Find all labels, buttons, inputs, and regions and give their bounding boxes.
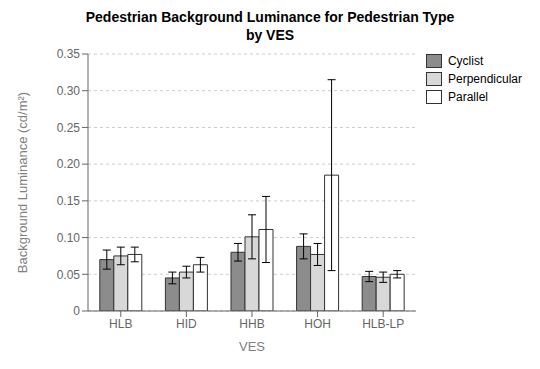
svg-text:0.25: 0.25 (57, 121, 81, 135)
html-text:Parallel: Parallel (448, 90, 488, 104)
svg-text:0: 0 (73, 304, 80, 318)
html-text:by VES: by VES (245, 27, 295, 43)
svg-text:0.05: 0.05 (57, 268, 81, 282)
html-text:Perpendicular: Perpendicular (448, 72, 522, 86)
svg-text:HHB: HHB (239, 317, 264, 331)
svg-text:VES: VES (239, 339, 265, 354)
svg-text:HLB: HLB (109, 317, 132, 331)
svg-text:0.35: 0.35 (57, 47, 81, 61)
svg-text:0.20: 0.20 (57, 157, 81, 171)
svg-text:0.10: 0.10 (57, 231, 81, 245)
html-text:Pedestrian Background Luminanc: Pedestrian Background Luminance for Pede… (85, 9, 455, 25)
svg-text:HOH: HOH (304, 317, 331, 331)
svg-text:HID: HID (176, 317, 197, 331)
svg-text:0.30: 0.30 (57, 84, 81, 98)
svg-text:HLB-LP: HLB-LP (362, 317, 404, 331)
html-text:Cyclist: Cyclist (448, 54, 484, 68)
svg-text:0.15: 0.15 (57, 194, 81, 208)
svg-text:Background Luminance (cd/m²): Background Luminance (cd/m²) (15, 92, 30, 273)
